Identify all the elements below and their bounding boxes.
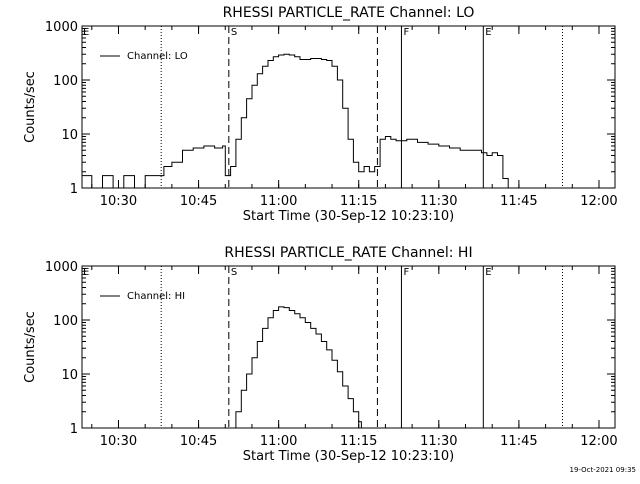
panel2-plot-frame	[81, 265, 616, 429]
panel1-x-tick-label: 10:45	[180, 194, 217, 209]
panel1-x-tick-label: 11:30	[420, 194, 457, 209]
panel2-legend-entry: Channel: HI	[127, 291, 185, 302]
panel1-marker-label: E	[485, 27, 491, 38]
panel1-x-tick-label: 11:00	[260, 194, 297, 209]
panel2-x-tick-label: 12:00	[580, 434, 617, 449]
panel1-x-tick-label: 11:15	[340, 194, 377, 209]
panel1-y-tick-label: 1	[70, 182, 78, 197]
panel2-marker-label: F	[403, 267, 409, 278]
panel1-x-axis-label: Start Time (30-Sep-12 10:23:10)	[243, 209, 454, 224]
panel1-y-tick-label: 10	[61, 128, 78, 143]
panel2-marker-label: S	[231, 267, 237, 278]
panel2-series-line	[230, 306, 362, 429]
panel1-x-tick-label: 12:00	[580, 194, 617, 209]
panel2-x-tick-label: 11:15	[340, 434, 377, 449]
panel2-x-tick-label: 10:30	[100, 434, 137, 449]
panel1-marker-label: F	[403, 27, 409, 38]
panel2-y-tick-label: 1	[70, 422, 78, 437]
panel2-corner-marker: E	[83, 267, 89, 278]
panel2-y-tick-label: 100	[53, 314, 78, 329]
generation-timestamp: 19-Oct-2021 09:35	[569, 466, 636, 474]
panel1-legend-entry: Channel: LO	[127, 51, 188, 62]
panel2-chart-title: RHESSI PARTICLE_RATE Channel: HI	[224, 245, 472, 261]
panel1-plot-frame	[81, 25, 616, 189]
panel1-x-tick-label: 10:30	[100, 194, 137, 209]
panel1-y-tick-label: 100	[53, 74, 78, 89]
panel1-marker-label: S	[231, 27, 237, 38]
panel2-x-tick-label: 10:45	[180, 434, 217, 449]
panel1-series-line	[82, 53, 599, 189]
panel1-y-tick-label: 1000	[45, 20, 78, 35]
panel2-marker-label: E	[485, 267, 491, 278]
panel1-x-tick-label: 11:45	[500, 194, 537, 209]
panel2-y-tick-label: 1000	[45, 260, 78, 275]
panel2-x-tick-label: 11:30	[420, 434, 457, 449]
panel2-x-tick-label: 11:00	[260, 434, 297, 449]
panel2-y-axis-label: Counts/sec	[23, 311, 38, 383]
panel1-chart-title: RHESSI PARTICLE_RATE Channel: LO	[223, 5, 475, 21]
panel1-y-axis-label: Counts/sec	[23, 71, 38, 143]
panel2-y-tick-label: 10	[61, 368, 78, 383]
panel2-x-axis-label: Start Time (30-Sep-12 10:23:10)	[243, 449, 454, 464]
panel2-x-tick-label: 11:45	[500, 434, 537, 449]
panel1-corner-marker: E	[83, 27, 89, 38]
